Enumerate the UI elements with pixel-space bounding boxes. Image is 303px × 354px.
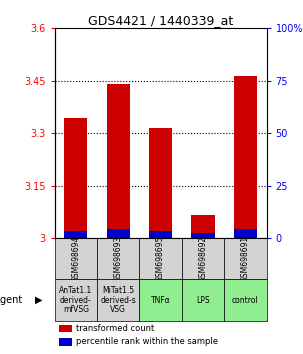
Bar (139, 279, 182, 321)
Title: GDS4421 / 1440339_at: GDS4421 / 1440339_at (88, 14, 233, 27)
Text: transformed count: transformed count (76, 324, 154, 333)
Bar (59, 325, 72, 332)
Bar (224, 279, 267, 321)
Bar (64, 231, 87, 238)
Text: ▶: ▶ (35, 295, 43, 305)
Bar (139, 238, 182, 279)
Bar (234, 229, 257, 238)
Bar (182, 279, 224, 321)
Text: GSM698694: GSM698694 (71, 236, 80, 282)
Bar (149, 231, 172, 238)
Bar (149, 128, 172, 238)
Text: TNFα: TNFα (151, 296, 171, 304)
Text: AnTat1.1
derived-
mfVSG: AnTat1.1 derived- mfVSG (59, 286, 92, 314)
Bar (64, 118, 87, 238)
Bar (224, 238, 267, 279)
Bar (191, 233, 215, 238)
Text: LPS: LPS (196, 296, 210, 304)
Bar (191, 216, 215, 238)
Bar (55, 279, 97, 321)
Bar (97, 238, 139, 279)
Bar (59, 338, 72, 346)
Bar (107, 84, 130, 238)
Text: percentile rank within the sample: percentile rank within the sample (76, 337, 218, 346)
Text: GSM698692: GSM698692 (198, 236, 208, 282)
Bar (234, 75, 257, 238)
Text: GSM698695: GSM698695 (156, 236, 165, 282)
Text: control: control (232, 296, 259, 304)
Text: GSM698693: GSM698693 (114, 236, 123, 282)
Bar (182, 238, 224, 279)
Bar (97, 279, 139, 321)
Bar (107, 229, 130, 238)
Text: agent: agent (0, 295, 23, 305)
Text: GSM698691: GSM698691 (241, 236, 250, 282)
Bar (55, 238, 97, 279)
Text: MiTat1.5
derived-s
VSG: MiTat1.5 derived-s VSG (100, 286, 136, 314)
